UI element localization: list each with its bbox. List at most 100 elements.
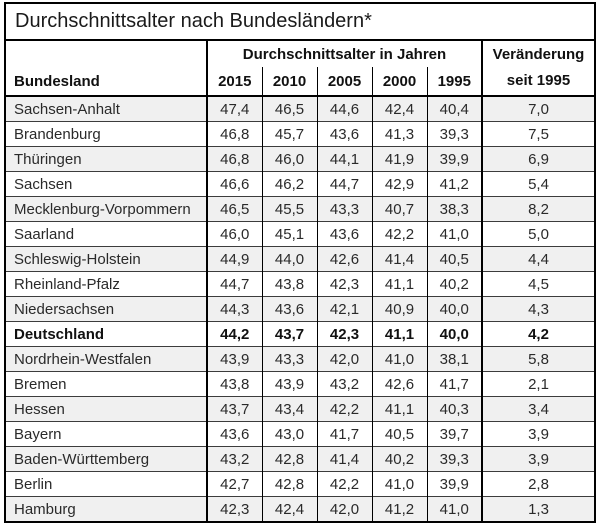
- column-header-1995: 1995: [426, 67, 482, 97]
- table-row: Hamburg 42,3 42,4 42,0 41,2 41,0 1,3: [6, 496, 594, 521]
- row-value: 43,8: [261, 271, 317, 297]
- row-change: 3,4: [481, 396, 594, 422]
- row-bundesland: Baden-Württemberg: [6, 446, 207, 472]
- row-value: 46,5: [206, 196, 262, 222]
- table-row: Brandenburg 46,8 45,7 43,6 41,3 39,3 7,5: [6, 121, 594, 147]
- table-row: Schleswig-Holstein 44,9 44,0 42,6 41,4 4…: [6, 246, 594, 272]
- table-row: Bremen 43,8 43,9 43,2 42,6 41,7 2,1: [6, 371, 594, 397]
- table-row: Sachsen 46,6 46,2 44,7 42,9 41,2 5,4: [6, 171, 594, 197]
- row-value: 42,8: [261, 446, 317, 472]
- column-header-2015: 2015: [206, 67, 262, 97]
- row-value: 42,3: [206, 496, 262, 521]
- table-row: Deutschland 44,2 43,7 42,3 41,1 40,0 4,2: [6, 321, 594, 347]
- row-value: 43,0: [261, 421, 317, 447]
- row-bundesland: Bayern: [6, 421, 207, 447]
- row-value: 41,2: [426, 171, 482, 197]
- row-value: 42,1: [316, 296, 372, 322]
- row-value: 46,2: [261, 171, 317, 197]
- row-value: 41,0: [426, 496, 482, 521]
- row-value: 39,7: [426, 421, 482, 447]
- row-change: 8,2: [481, 196, 594, 222]
- row-value: 41,7: [426, 371, 482, 397]
- table-body: Sachsen-Anhalt 47,4 46,5 44,6 42,4 40,4 …: [6, 95, 594, 521]
- row-value: 39,9: [426, 471, 482, 497]
- row-change: 2,8: [481, 471, 594, 497]
- row-value: 47,4: [206, 95, 262, 122]
- row-value: 43,6: [261, 296, 317, 322]
- row-value: 40,0: [426, 321, 482, 347]
- row-value: 41,0: [371, 471, 427, 497]
- row-value: 41,4: [371, 246, 427, 272]
- row-value: 41,1: [371, 271, 427, 297]
- row-value: 45,7: [261, 121, 317, 147]
- table-frame: Durchschnittsalter nach Bundesländern* B…: [4, 2, 596, 523]
- row-value: 42,3: [316, 271, 372, 297]
- row-value: 42,9: [371, 171, 427, 197]
- table-row: Mecklenburg-Vorpommern 46,5 45,5 43,3 40…: [6, 196, 594, 222]
- row-value: 41,0: [371, 346, 427, 372]
- row-value: 46,8: [206, 146, 262, 172]
- row-value: 41,1: [371, 396, 427, 422]
- row-value: 45,5: [261, 196, 317, 222]
- row-change: 7,0: [481, 95, 594, 122]
- row-value: 46,0: [261, 146, 317, 172]
- row-change: 4,4: [481, 246, 594, 272]
- row-bundesland: Saarland: [6, 221, 207, 247]
- row-value: 43,2: [206, 446, 262, 472]
- row-value: 44,3: [206, 296, 262, 322]
- row-value: 43,4: [261, 396, 317, 422]
- row-bundesland: Berlin: [6, 471, 207, 497]
- row-bundesland: Sachsen-Anhalt: [6, 95, 207, 122]
- row-value: 40,9: [371, 296, 427, 322]
- row-bundesland: Bremen: [6, 371, 207, 397]
- row-value: 43,7: [261, 321, 317, 347]
- page-title: Durchschnittsalter nach Bundesländern*: [6, 4, 594, 41]
- row-value: 46,5: [261, 95, 317, 122]
- row-value: 42,2: [316, 471, 372, 497]
- row-change: 4,3: [481, 296, 594, 322]
- row-value: 41,3: [371, 121, 427, 147]
- row-value: 42,3: [316, 321, 372, 347]
- table-row: Saarland 46,0 45,1 43,6 42,2 41,0 5,0: [6, 221, 594, 247]
- row-value: 42,8: [261, 471, 317, 497]
- data-table: Bundesland Durchschnittsalter in Jahren …: [6, 41, 594, 521]
- row-bundesland: Niedersachsen: [6, 296, 207, 322]
- table-row: Rheinland-Pfalz 44,7 43,8 42,3 41,1 40,2…: [6, 271, 594, 297]
- row-change: 1,3: [481, 496, 594, 521]
- row-change: 4,2: [481, 321, 594, 347]
- table-row: Sachsen-Anhalt 47,4 46,5 44,6 42,4 40,4 …: [6, 95, 594, 122]
- column-group-header: Durchschnittsalter in Jahren: [206, 41, 483, 67]
- row-value: 43,2: [316, 371, 372, 397]
- row-bundesland: Mecklenburg-Vorpommern: [6, 196, 207, 222]
- row-value: 40,7: [371, 196, 427, 222]
- row-bundesland: Thüringen: [6, 146, 207, 172]
- row-value: 38,3: [426, 196, 482, 222]
- row-value: 42,7: [206, 471, 262, 497]
- row-bundesland: Hamburg: [6, 496, 207, 521]
- row-value: 42,6: [371, 371, 427, 397]
- row-value: 43,3: [316, 196, 372, 222]
- row-change: 4,5: [481, 271, 594, 297]
- table-row: Niedersachsen 44,3 43,6 42,1 40,9 40,0 4…: [6, 296, 594, 322]
- row-value: 42,0: [316, 346, 372, 372]
- row-value: 41,1: [371, 321, 427, 347]
- column-header-2010: 2010: [261, 67, 317, 97]
- row-bundesland: Schleswig-Holstein: [6, 246, 207, 272]
- row-value: 40,4: [426, 95, 482, 122]
- row-value: 45,1: [261, 221, 317, 247]
- row-value: 46,6: [206, 171, 262, 197]
- row-value: 43,3: [261, 346, 317, 372]
- row-change: 7,5: [481, 121, 594, 147]
- row-value: 44,2: [206, 321, 262, 347]
- row-value: 38,1: [426, 346, 482, 372]
- row-value: 42,4: [261, 496, 317, 521]
- row-bundesland: Hessen: [6, 396, 207, 422]
- row-change: 5,0: [481, 221, 594, 247]
- table-row: Bayern 43,6 43,0 41,7 40,5 39,7 3,9: [6, 421, 594, 447]
- table-header: Bundesland Durchschnittsalter in Jahren …: [6, 41, 594, 97]
- row-value: 41,0: [426, 221, 482, 247]
- row-value: 39,3: [426, 446, 482, 472]
- row-value: 41,2: [371, 496, 427, 521]
- table-row: Baden-Württemberg 43,2 42,8 41,4 40,2 39…: [6, 446, 594, 472]
- row-change: 6,9: [481, 146, 594, 172]
